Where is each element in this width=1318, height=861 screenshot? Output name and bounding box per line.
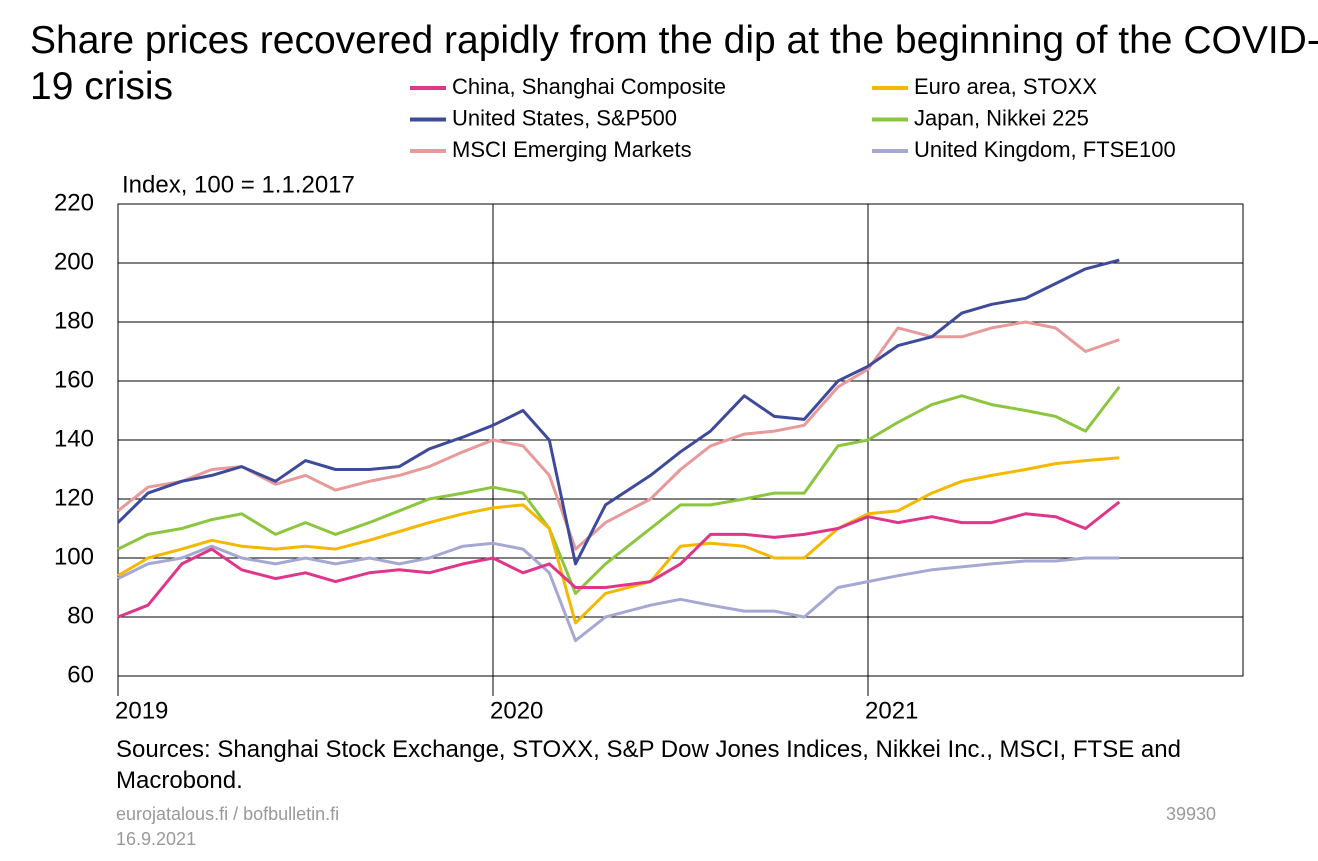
legend-label: China, Shanghai Composite: [452, 74, 726, 99]
plot-frame: [117, 203, 1244, 677]
series-line: [117, 500, 1121, 619]
legend-label: MSCI Emerging Markets: [452, 137, 692, 162]
chart-title: Share prices recovered rapidly from the …: [30, 19, 1318, 108]
x-tick-label: 2020: [490, 697, 543, 724]
y-tick-label: 160: [54, 366, 94, 393]
y-tick-label: 140: [54, 425, 94, 452]
series-line: [117, 385, 1121, 595]
y-axis-label: Index, 100 = 1.1.2017: [122, 171, 355, 198]
y-tick-label: 180: [54, 307, 94, 334]
series-line: [117, 456, 1120, 625]
legend-label: Euro area, STOXX: [914, 74, 1097, 99]
series-line: [117, 541, 1120, 643]
y-tick-label: 80: [67, 602, 94, 629]
y-tick-label: 60: [67, 661, 94, 688]
chart-id: 39930: [1166, 804, 1216, 824]
legend-label: United Kingdom, FTSE100: [914, 137, 1176, 162]
y-tick-label: 220: [54, 189, 94, 216]
y-tick-label: 120: [54, 484, 94, 511]
series-line: [116, 258, 1120, 566]
footer-date: 16.9.2021: [116, 829, 196, 849]
source: Sources: Shanghai Stock Exchange, STOXX,…: [116, 736, 1181, 794]
series-line: [117, 320, 1120, 551]
footer-site: eurojatalous.fi / bofbulletin.fi: [116, 804, 339, 824]
legend-label: Japan, Nikkei 225: [914, 105, 1089, 130]
x-tick-label: 2021: [865, 697, 918, 724]
source-box: Sources: Shanghai Stock Exchange, STOXX,…: [116, 736, 1181, 794]
legend-label: United States, S&P500: [452, 105, 677, 130]
y-tick-label: 100: [54, 543, 94, 570]
y-tick-label: 200: [54, 248, 94, 275]
x-tick-label: 2019: [115, 697, 168, 724]
